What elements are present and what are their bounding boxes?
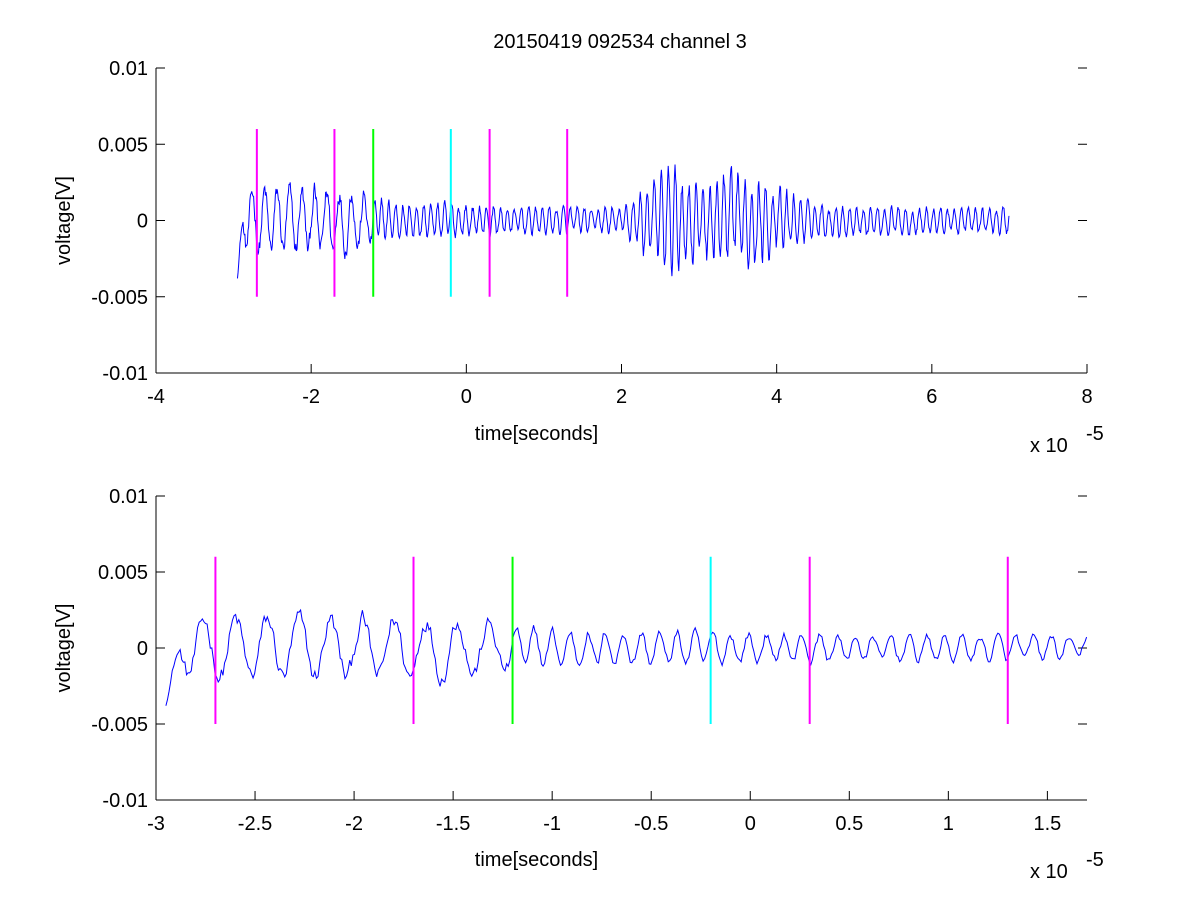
x-tick-label: 1.5 — [1033, 813, 1061, 835]
x-tick-label: 0 — [745, 813, 756, 835]
x-axis-label: time[seconds] — [475, 423, 598, 445]
y-tick-label: -0.005 — [91, 714, 148, 736]
x-tick-label: -1 — [543, 813, 561, 835]
x-tick-label: 8 — [1081, 386, 1092, 408]
x-tick-label: -3 — [147, 813, 165, 835]
x-tick-label: 6 — [926, 386, 937, 408]
y-tick-label: 0.005 — [98, 562, 148, 584]
x-exponent-label: x 10 — [1030, 861, 1068, 883]
x-tick-label: -2 — [345, 813, 363, 835]
y-tick-label: 0.01 — [109, 486, 148, 508]
y-tick-label: -0.005 — [91, 287, 148, 309]
y-axis-label: voltage[V] — [53, 176, 75, 265]
x-tick-label: -2.5 — [238, 813, 272, 835]
x-tick-label: 4 — [771, 386, 782, 408]
axes-bottom: -0.01 -0.005 0 0.005 0.01 -3 -2.5 -2 -1.5 -1 -0.5 0… — [53, 486, 1104, 883]
x-tick-label: -0.5 — [634, 813, 668, 835]
x-exponent-label: x 10 — [1030, 435, 1068, 457]
axes-top: -0.01 -0.005 0 0.005 0.01 -4 -2 0 2 4 6 8 time[secon… — [53, 58, 1104, 457]
x-exponent-value: -5 — [1086, 849, 1104, 871]
x-tick-label: -4 — [147, 386, 165, 408]
y-tick-label: -0.01 — [102, 790, 148, 812]
y-tick-label: 0 — [137, 211, 148, 233]
x-tick-label: 2 — [616, 386, 627, 408]
x-tick-label: -2 — [302, 386, 320, 408]
waveform-series — [236, 164, 1010, 279]
waveform-series — [165, 608, 1087, 706]
chart-title: 20150419 092534 channel 3 — [493, 31, 747, 53]
x-tick-label: 0.5 — [835, 813, 863, 835]
y-axis-label: voltage[V] — [53, 604, 75, 693]
x-tick-label: -1.5 — [436, 813, 470, 835]
x-tick-label: 1 — [943, 813, 954, 835]
x-exponent-value: -5 — [1086, 423, 1104, 445]
x-tick-label: 0 — [461, 386, 472, 408]
y-tick-label: 0.01 — [109, 58, 148, 80]
y-tick-label: 0.005 — [98, 134, 148, 156]
y-tick-label: -0.01 — [102, 363, 148, 385]
y-tick-label: 0 — [137, 638, 148, 660]
x-axis-label: time[seconds] — [475, 849, 598, 871]
